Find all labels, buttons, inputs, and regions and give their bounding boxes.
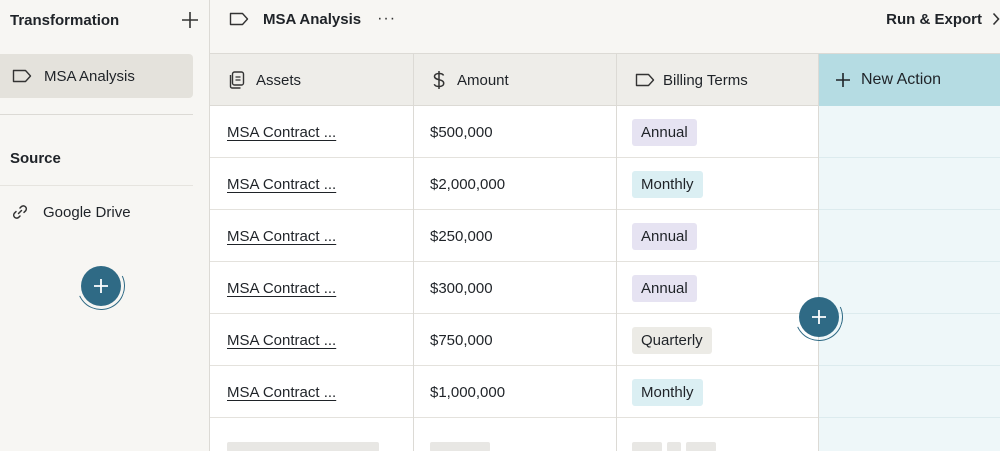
amount-cell: $750,000 (430, 331, 493, 349)
breadcrumb: MSA Analysis ··· (229, 8, 396, 30)
asset-link[interactable]: MSA Contract ... (227, 227, 337, 245)
data-table: Assets Amount Billing Terms New Action M… (210, 54, 1000, 451)
page-title: MSA Analysis (263, 10, 362, 28)
column-divider (818, 54, 819, 451)
table-row: MSA Contract ... $300,000 Annual (210, 262, 819, 314)
run-export-button[interactable]: Run & Export (886, 8, 1000, 30)
billing-terms-badge: Quarterly (632, 326, 712, 354)
column-label: Amount (457, 71, 509, 89)
sidebar-item-msa-analysis[interactable]: MSA Analysis (0, 54, 193, 98)
link-icon (12, 205, 28, 219)
billing-terms-badge: Monthly (632, 170, 703, 198)
table-row: MSA Contract ... $250,000 Annual (210, 210, 819, 262)
sidebar: Transformation MSA Analysis Source Googl… (0, 0, 210, 451)
column-divider (616, 54, 617, 451)
plus-icon (836, 73, 850, 87)
more-options-button[interactable]: ··· (377, 10, 397, 27)
asset-cell: MSA Contract ... (227, 262, 336, 314)
asset-link[interactable]: MSA Contract ... (227, 175, 337, 193)
loading-placeholder (227, 442, 379, 451)
amount-cell: $1,000,000 (430, 383, 506, 401)
tag-icon (635, 73, 655, 87)
column-header-amount[interactable]: Amount (413, 54, 616, 106)
divider (0, 185, 193, 186)
amount-cell: $300,000 (430, 279, 493, 297)
add-source-button[interactable] (81, 266, 121, 306)
add-transformation-button[interactable] (180, 10, 200, 30)
asset-cell: MSA Contract ... (227, 210, 336, 262)
table-header: Assets Amount Billing Terms New Action (210, 54, 1000, 106)
sidebar-header: Transformation (10, 10, 200, 30)
divider (0, 114, 193, 115)
loading-placeholder (667, 442, 681, 451)
asset-link[interactable]: MSA Contract ... (227, 123, 337, 141)
new-action-button[interactable]: New Action (819, 54, 1000, 106)
document-icon (229, 71, 245, 89)
plus-icon (812, 310, 826, 324)
dollar-icon (433, 71, 445, 89)
section-title-source: Source (10, 150, 61, 167)
amount-cell: $500,000 (430, 123, 493, 141)
terms-cell: Annual (632, 106, 697, 158)
new-action-cell (819, 366, 1000, 418)
terms-cell: Annual (632, 210, 697, 262)
asset-cell: MSA Contract ... (227, 158, 336, 210)
plus-icon (94, 279, 108, 293)
tag-icon (229, 12, 249, 26)
table-row: MSA Contract ... $2,000,000 Monthly (210, 158, 819, 210)
amount-cell: $2,000,000 (430, 175, 506, 193)
loading-placeholder (430, 442, 490, 451)
terms-cell: Quarterly (632, 314, 712, 366)
column-header-billing-terms[interactable]: Billing Terms (616, 54, 819, 106)
billing-terms-badge: Monthly (632, 378, 703, 406)
asset-link[interactable]: MSA Contract ... (227, 331, 337, 349)
sidebar-item-label: MSA Analysis (44, 67, 135, 85)
loading-placeholder (686, 442, 716, 451)
terms-cell: Monthly (632, 366, 703, 418)
new-action-cell (819, 314, 1000, 366)
tag-icon (12, 69, 32, 83)
asset-link[interactable]: MSA Contract ... (227, 279, 337, 297)
asset-cell: MSA Contract ... (227, 106, 336, 158)
column-divider (413, 54, 414, 451)
new-action-cell (819, 262, 1000, 314)
asset-link[interactable]: MSA Contract ... (227, 383, 337, 401)
terms-cell: Annual (632, 262, 697, 314)
new-action-cell (819, 106, 1000, 158)
run-export-label: Run & Export (886, 10, 982, 28)
new-action-cell (819, 210, 1000, 262)
add-column-button[interactable] (799, 297, 839, 337)
asset-cell: MSA Contract ... (227, 366, 336, 418)
chevron-right-icon (992, 12, 1000, 26)
amount-cell: $250,000 (430, 227, 493, 245)
sidebar-title: Transformation (10, 11, 120, 29)
column-header-assets[interactable]: Assets (210, 54, 413, 106)
billing-terms-badge: Annual (632, 274, 697, 302)
terms-cell: Monthly (632, 158, 703, 210)
column-label: Billing Terms (663, 71, 748, 89)
column-label: Assets (256, 71, 302, 89)
loading-placeholder (632, 442, 662, 451)
sidebar-item-google-drive[interactable]: Google Drive (10, 200, 131, 224)
table-row: MSA Contract ... $1,000,000 Monthly (210, 366, 819, 418)
plus-icon (182, 12, 198, 28)
table-row: MSA Contract ... $500,000 Annual (210, 106, 819, 158)
new-action-column (819, 106, 1000, 451)
table-row: MSA Contract ... $750,000 Quarterly (210, 314, 819, 366)
top-bar: MSA Analysis ··· Run & Export (210, 0, 1000, 54)
sidebar-item-label: Google Drive (43, 203, 131, 221)
new-action-label: New Action (861, 71, 942, 88)
billing-terms-badge: Annual (632, 118, 697, 146)
asset-cell: MSA Contract ... (227, 314, 336, 366)
new-action-cell (819, 158, 1000, 210)
billing-terms-badge: Annual (632, 222, 697, 250)
